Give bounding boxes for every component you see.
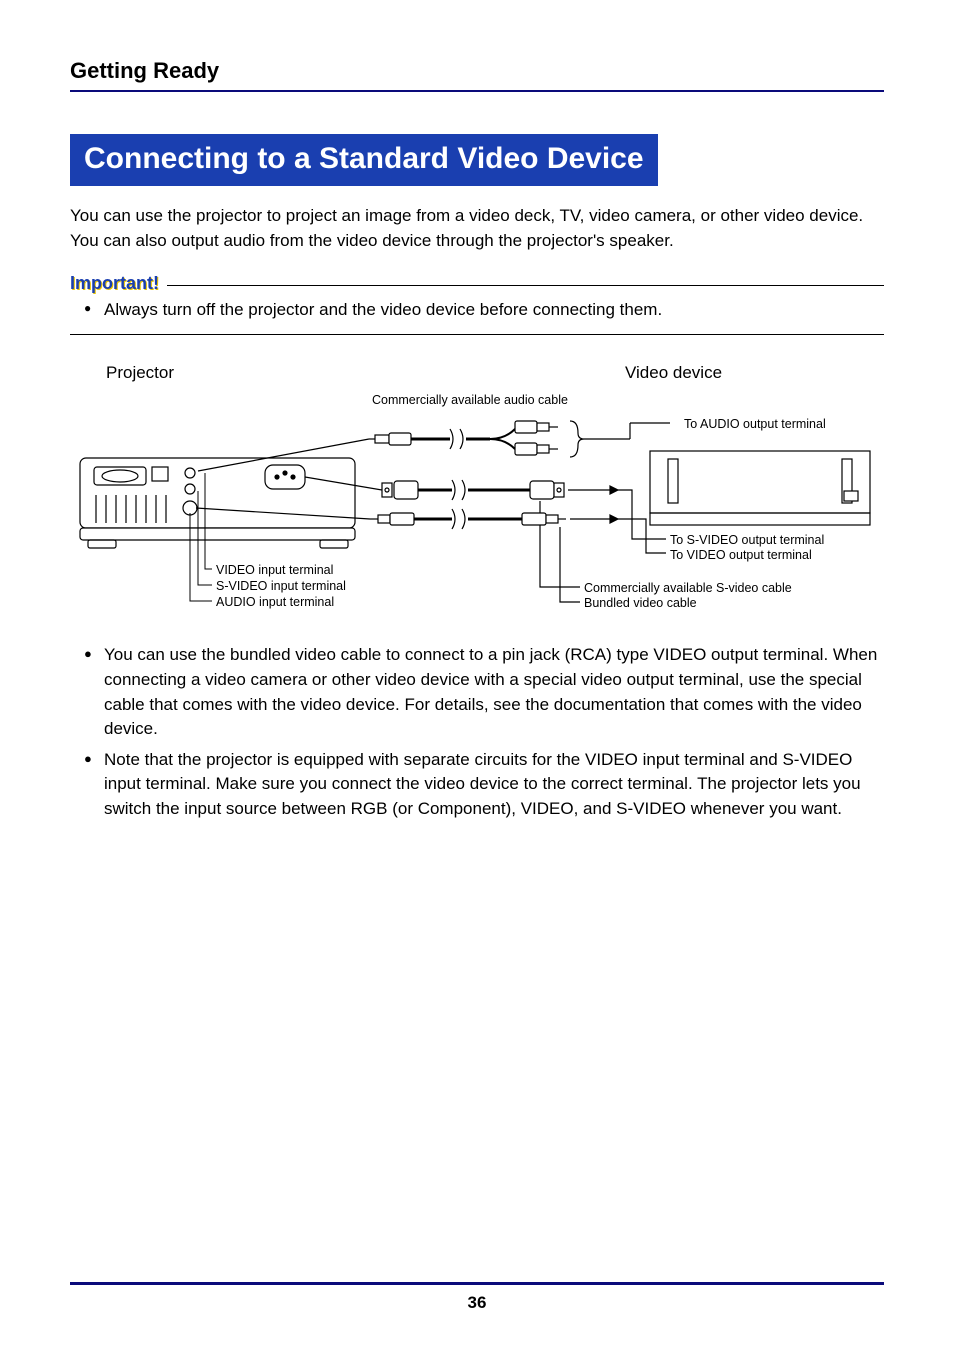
bullet-item: You can use the bundled video cable to c… xyxy=(70,643,884,742)
page: Getting Ready Connecting to a Standard V… xyxy=(0,0,954,1353)
important-bottom-rule xyxy=(70,334,884,335)
important-block: Important! Always turn off the projector… xyxy=(70,273,884,335)
section-rule xyxy=(70,90,884,92)
important-label: Important! xyxy=(70,273,167,294)
intro-paragraph: You can use the projector to project an … xyxy=(70,204,884,253)
connection-diagram: Projector Video device Commercially avai… xyxy=(70,363,884,623)
bullet-list: You can use the bundled video cable to c… xyxy=(70,643,884,821)
page-footer: 36 xyxy=(70,1282,884,1313)
page-title: Connecting to a Standard Video Device xyxy=(70,134,658,186)
important-item: Always turn off the projector and the vi… xyxy=(70,300,884,320)
page-number: 36 xyxy=(70,1293,884,1313)
diagram-svg xyxy=(70,363,884,623)
footer-rule xyxy=(70,1282,884,1285)
section-header: Getting Ready xyxy=(70,58,884,84)
bullet-item: Note that the projector is equipped with… xyxy=(70,748,884,822)
important-top-rule xyxy=(70,285,884,286)
